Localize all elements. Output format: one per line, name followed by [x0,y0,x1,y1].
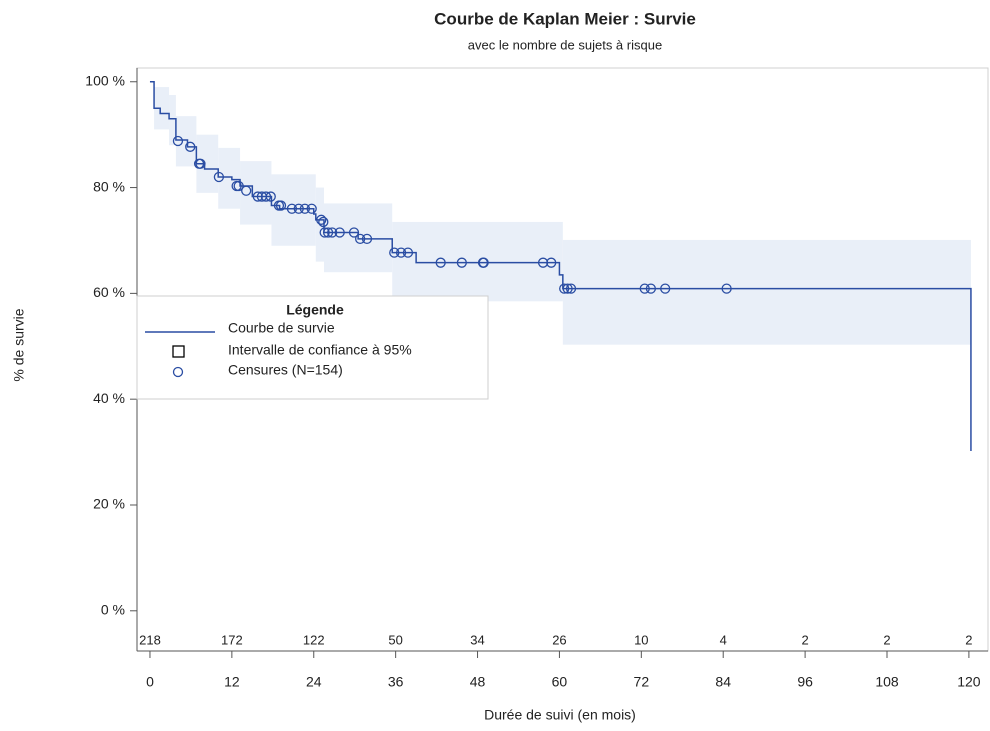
censor-marker [265,191,276,202]
censor-marker [537,257,549,268]
censor-marker [233,180,244,192]
chart-subtitle: avec le nombre de sujets à risque [468,37,662,52]
legend-box [136,295,489,400]
confidence-band [562,239,971,345]
legend-label: Intervalle de confiance à 95% [228,342,412,358]
x-tick-label: 96 [797,674,813,690]
censor-marker [286,203,298,214]
at-risk-count: 218 [139,632,161,647]
censor-marker [478,257,489,268]
censor-marker [402,247,414,258]
censor-marker [361,233,373,245]
censor-marker [348,227,360,238]
y-tick-label: 20 % [93,496,125,512]
confidence-band [169,94,176,146]
censor-marker [260,191,272,202]
legend-label: Censures (N=154) [228,362,343,378]
legend-square [172,345,185,358]
censor-marker [306,203,317,214]
x-axis-label: Durée de suivi (en mois) [484,707,636,723]
censor-marker [293,203,304,214]
censor-marker [456,257,467,268]
censor-marker [327,227,338,238]
censor-marker [355,233,366,245]
censor-marker [721,283,732,294]
legend-label: Courbe de survie [228,320,335,336]
confidence-band [218,147,241,209]
confidence-band [175,116,197,167]
at-risk-count: 10 [634,632,648,647]
x-tick-label: 84 [715,674,731,690]
censor-marker [319,227,330,238]
y-tick-label: 80 % [93,178,125,194]
censor-marker [195,158,206,169]
censor-marker [241,185,252,196]
censor-marker [639,283,650,294]
censor-marker [213,171,225,183]
censor-marker [299,203,311,214]
censor-marker [389,247,400,258]
censor-marker [559,283,570,294]
y-tick-label: 60 % [93,284,125,300]
at-risk-count: 2 [883,632,890,647]
at-risk-count: 50 [388,632,402,647]
confidence-band [196,134,219,193]
y-tick-label: 0 % [101,601,125,617]
at-risk-count: 172 [221,632,243,647]
x-tick-label: 24 [306,674,322,690]
at-risk-count: 122 [303,632,325,647]
censor-marker [565,283,577,294]
at-risk-count: 26 [552,632,566,647]
y-axis-label: % de survie [11,308,27,381]
censor-marker [435,257,446,268]
x-tick-label: 60 [552,674,568,690]
censor-marker [316,214,327,225]
censor-marker [172,135,184,147]
censor-marker [252,191,263,202]
chart-title: Courbe de Kaplan Meier : Survie [434,9,696,28]
legend-title: Légende [286,302,344,318]
x-tick-label: 48 [470,674,486,690]
confidence-band [392,221,563,302]
censor-marker [395,247,407,258]
x-tick-label: 120 [957,674,981,690]
at-risk-count: 4 [720,632,727,647]
x-tick-label: 12 [224,674,240,690]
at-risk-count: 34 [470,632,484,647]
y-tick-label: 100 % [85,72,125,88]
at-risk-count: 2 [965,632,972,647]
legend-circle [172,366,184,378]
x-tick-label: 0 [146,674,154,690]
y-tick-label: 40 % [93,390,125,406]
x-tick-label: 72 [634,674,650,690]
censor-marker [546,257,557,268]
censor-marker [322,227,334,238]
censor-marker [660,283,671,294]
at-risk-count: 2 [801,632,808,647]
censor-marker [334,227,345,238]
censor-marker [562,283,573,294]
x-tick-label: 36 [388,674,404,690]
censor-marker [185,141,196,152]
confidence-band [154,87,170,130]
survival-curve [149,81,972,452]
censor-marker [275,200,287,211]
censor-marker [318,216,329,228]
censor-marker [645,283,657,294]
x-tick-label: 108 [875,674,899,690]
